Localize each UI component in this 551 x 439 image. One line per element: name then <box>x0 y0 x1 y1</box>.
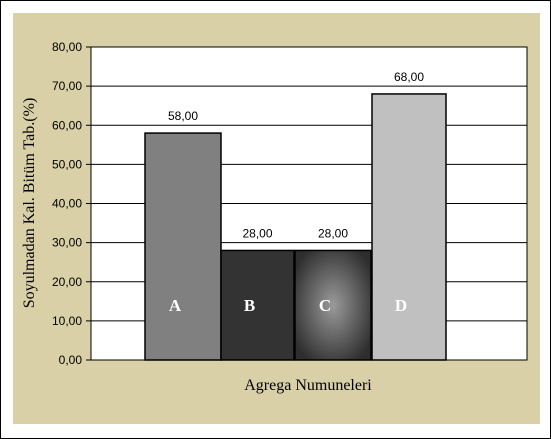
bar-b <box>220 249 295 361</box>
bar-category-label: B <box>244 296 255 315</box>
y-tick-label: 40,00 <box>52 197 82 211</box>
y-axis-ticks: 0,00 10,00 20,00 30,00 40,00 50,00 60,00 70,00 8… <box>52 40 91 367</box>
y-axis-title: Soyulmadan Kal. Bitüm Tab.(%) <box>21 98 38 309</box>
bar-category-label: D <box>395 296 407 315</box>
data-labels: 58,00 28,00 28,00 68,00 <box>168 70 424 241</box>
y-tick-label: 10,00 <box>52 314 82 328</box>
y-tick-label: 50,00 <box>52 157 82 171</box>
bars: A B C D <box>144 93 447 361</box>
y-tick-label: 70,00 <box>52 79 82 93</box>
y-tick-label: 80,00 <box>52 40 82 54</box>
bar-value-label: 28,00 <box>242 226 272 240</box>
bar-c <box>294 249 372 361</box>
bar-value-label: 28,00 <box>318 226 348 240</box>
y-tick-label: 30,00 <box>52 236 82 250</box>
x-axis-title: Agrega Numuneleri <box>244 377 372 394</box>
y-tick-label: 20,00 <box>52 275 82 289</box>
y-tick-label: 60,00 <box>52 118 82 132</box>
bar-value-label: 68,00 <box>394 70 424 84</box>
bar-a <box>144 132 222 361</box>
bar-d <box>371 93 447 361</box>
y-tick-label: 0,00 <box>59 353 83 367</box>
bar-category-label: C <box>319 296 331 315</box>
bar-category-label: A <box>169 296 182 315</box>
bar-value-label: 58,00 <box>168 109 198 123</box>
